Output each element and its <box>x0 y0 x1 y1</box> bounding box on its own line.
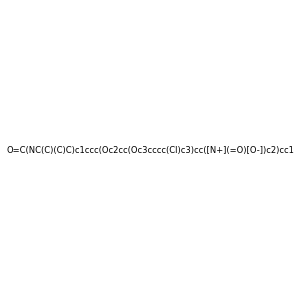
Text: O=C(NC(C)(C)C)c1ccc(Oc2cc(Oc3cccc(Cl)c3)cc([N+](=O)[O-])c2)cc1: O=C(NC(C)(C)C)c1ccc(Oc2cc(Oc3cccc(Cl)c3)… <box>6 146 294 154</box>
